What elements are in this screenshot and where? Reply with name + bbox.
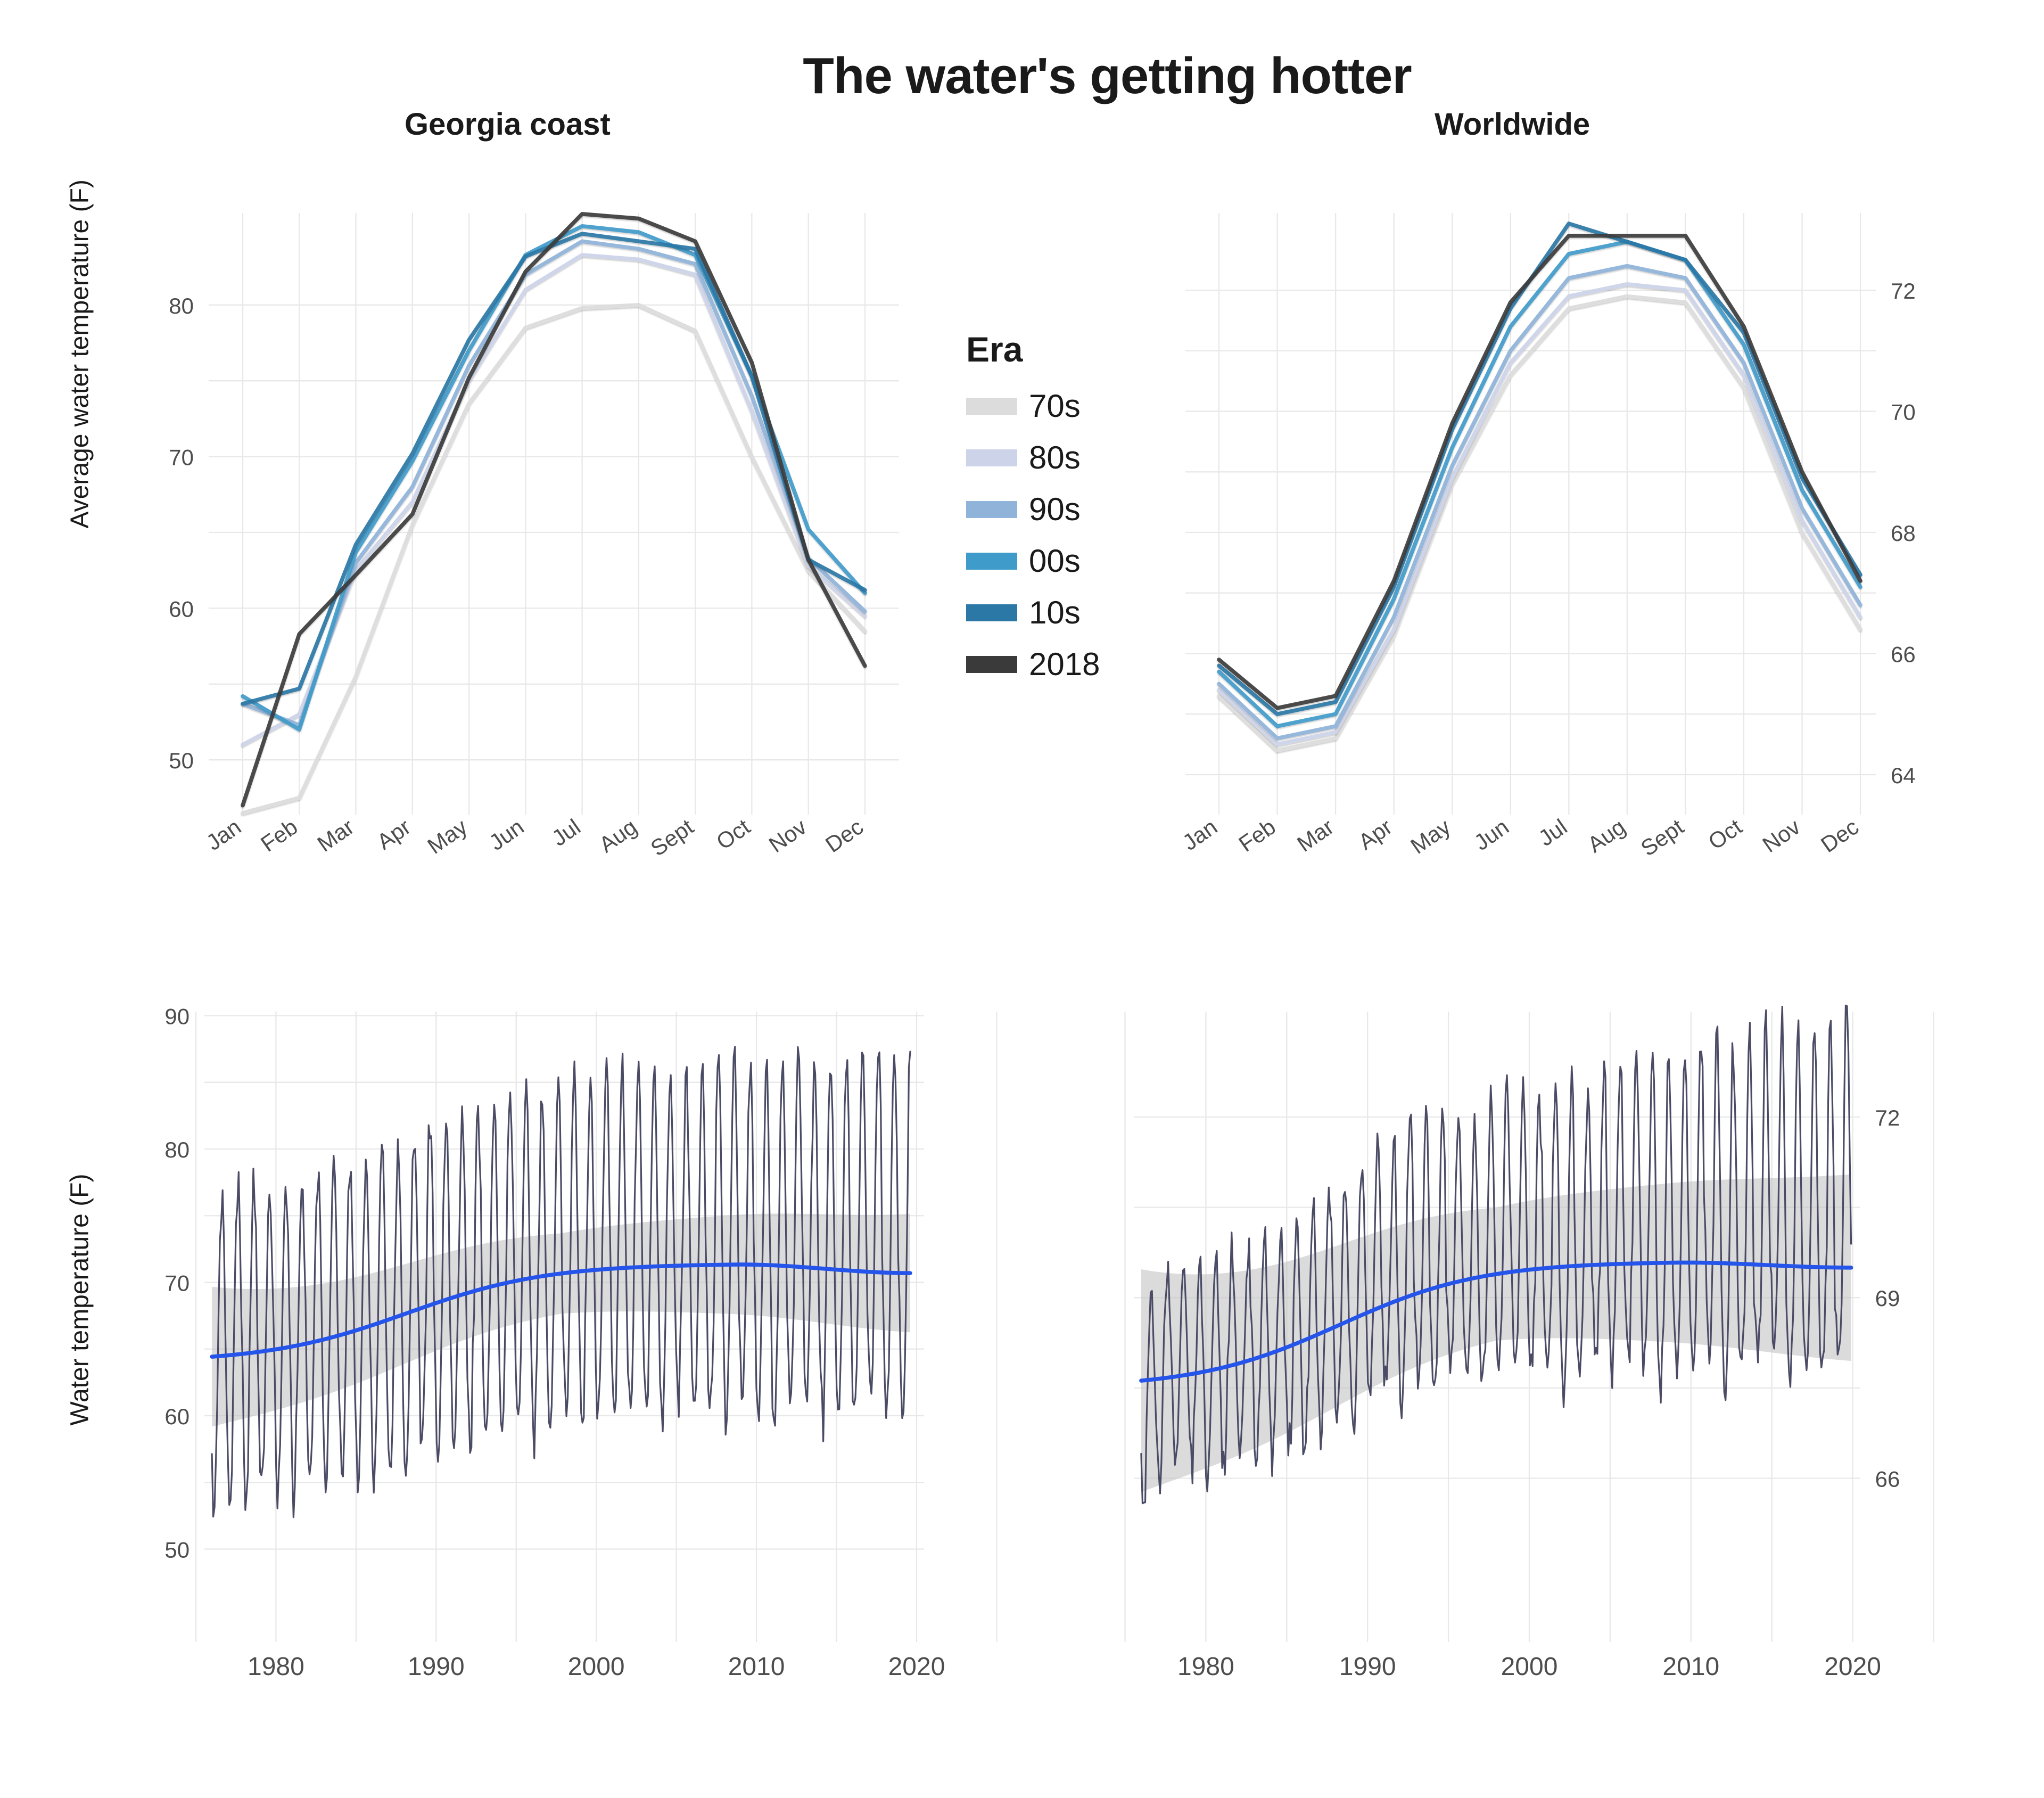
svg-text:50: 50 [164, 1538, 189, 1563]
svg-text:Nov: Nov [764, 814, 811, 857]
svg-text:2010: 2010 [1662, 1653, 1719, 1681]
svg-text:68: 68 [1891, 521, 1916, 546]
svg-text:Jun: Jun [1470, 814, 1513, 855]
svg-text:2020: 2020 [888, 1653, 945, 1681]
svg-text:Jan: Jan [202, 814, 245, 855]
svg-text:Jan: Jan [1178, 814, 1222, 855]
svg-text:80: 80 [169, 293, 194, 318]
svg-text:Oct: Oct [1704, 814, 1747, 855]
svg-text:May: May [423, 814, 472, 859]
svg-text:Dec: Dec [1816, 814, 1863, 857]
svg-text:Sept: Sept [1636, 814, 1688, 861]
svg-text:2020: 2020 [1824, 1653, 1881, 1681]
svg-text:2010: 2010 [728, 1653, 785, 1681]
svg-text:Jul: Jul [1534, 814, 1572, 851]
svg-text:70: 70 [169, 445, 194, 470]
svg-text:66: 66 [1891, 642, 1916, 667]
svg-text:Apr: Apr [372, 814, 415, 855]
svg-text:66: 66 [1875, 1466, 1900, 1491]
svg-text:Jul: Jul [547, 814, 585, 851]
svg-text:Aug: Aug [1583, 814, 1630, 857]
svg-text:90: 90 [164, 1004, 189, 1029]
svg-text:Mar: Mar [1292, 814, 1338, 857]
svg-text:60: 60 [164, 1404, 189, 1429]
svg-text:Jun: Jun [484, 814, 528, 855]
svg-text:1990: 1990 [1339, 1653, 1396, 1681]
svg-text:Sept: Sept [646, 814, 698, 861]
svg-text:60: 60 [169, 596, 194, 621]
svg-text:1980: 1980 [1177, 1653, 1234, 1681]
svg-text:72: 72 [1891, 278, 1916, 303]
svg-text:2000: 2000 [568, 1653, 625, 1681]
svg-text:Apr: Apr [1354, 814, 1397, 855]
svg-text:Dec: Dec [821, 814, 868, 857]
svg-text:1980: 1980 [248, 1653, 304, 1681]
svg-text:Aug: Aug [595, 814, 641, 857]
svg-text:1990: 1990 [408, 1653, 465, 1681]
svg-text:70: 70 [164, 1271, 189, 1296]
svg-text:Feb: Feb [256, 814, 302, 857]
svg-text:Nov: Nov [1758, 814, 1805, 857]
svg-text:72: 72 [1875, 1105, 1900, 1130]
svg-text:70: 70 [1891, 400, 1916, 425]
svg-text:Mar: Mar [312, 814, 358, 857]
svg-text:May: May [1406, 814, 1455, 859]
svg-text:80: 80 [164, 1137, 189, 1162]
svg-text:Feb: Feb [1234, 814, 1280, 857]
svg-text:2000: 2000 [1501, 1653, 1558, 1681]
svg-text:50: 50 [169, 748, 194, 773]
svg-text:69: 69 [1875, 1286, 1900, 1311]
svg-text:Oct: Oct [712, 814, 755, 855]
svg-text:64: 64 [1891, 763, 1916, 788]
